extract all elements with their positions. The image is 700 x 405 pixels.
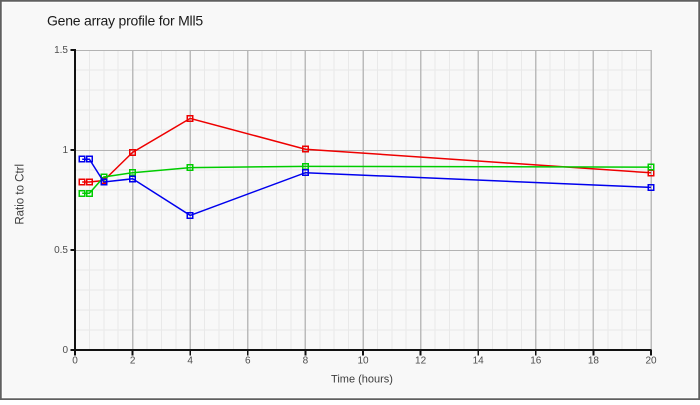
svg-text:8: 8 xyxy=(303,356,309,367)
svg-text:2: 2 xyxy=(130,356,136,367)
svg-text:16: 16 xyxy=(530,356,542,367)
svg-text:Ratio to Ctrl: Ratio to Ctrl xyxy=(15,164,27,225)
svg-text:0: 0 xyxy=(62,345,68,356)
svg-text:14: 14 xyxy=(473,356,485,367)
svg-text:6: 6 xyxy=(245,356,251,367)
svg-text:20: 20 xyxy=(645,356,657,367)
svg-text:4: 4 xyxy=(187,356,193,367)
svg-text:0.5: 0.5 xyxy=(54,245,68,256)
svg-text:0: 0 xyxy=(72,356,78,367)
svg-text:Time (hours): Time (hours) xyxy=(331,373,393,385)
svg-text:12: 12 xyxy=(415,356,427,367)
svg-text:10: 10 xyxy=(357,356,369,367)
svg-text:1: 1 xyxy=(62,145,68,156)
svg-text:1.5: 1.5 xyxy=(54,45,68,56)
svg-text:Gene array profile for Mll5: Gene array profile for Mll5 xyxy=(47,13,203,29)
svg-text:18: 18 xyxy=(588,356,600,367)
